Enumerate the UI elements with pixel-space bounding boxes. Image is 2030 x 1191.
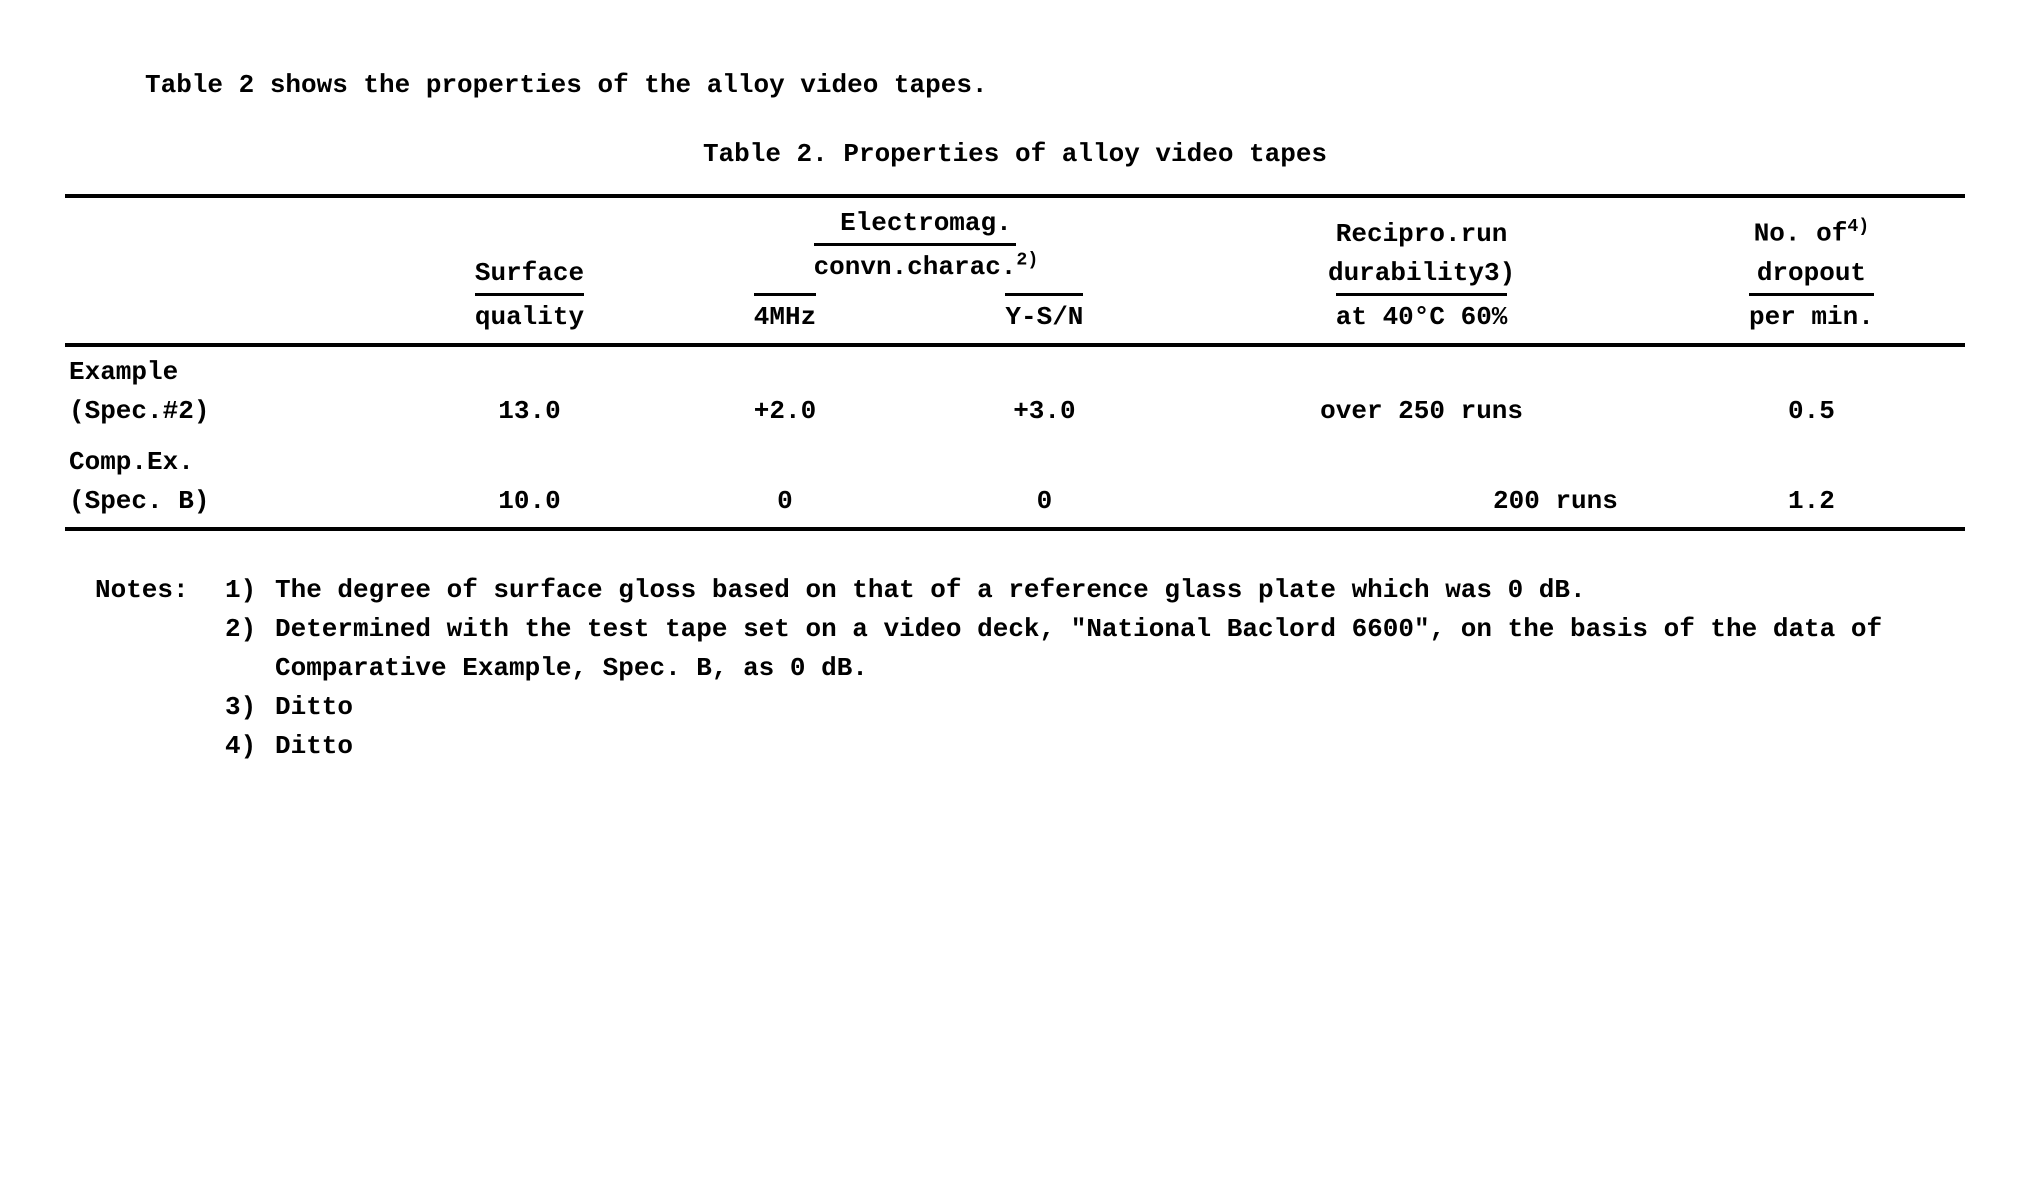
header-dropout-sup: 4) <box>1847 217 1869 237</box>
alloy-properties-table: Surface quality Electromag. convn.charac… <box>65 194 1965 531</box>
intro-text: Table 2 shows the properties of the allo… <box>65 66 1965 105</box>
table-title: Table 2. Properties of alloy video tapes <box>65 135 1965 174</box>
note-number: 1) <box>225 571 275 610</box>
note-item: 2) Determined with the test tape set on … <box>95 610 1965 688</box>
note-item: Notes: 1) The degree of surface gloss ba… <box>95 571 1965 610</box>
note-number: 2) <box>225 610 275 649</box>
cell-recipro: over 250 runs <box>1185 345 1658 437</box>
note-number: 3) <box>225 688 275 727</box>
header-electromag-top: Electromag. <box>840 208 1012 238</box>
header-dropout-l3: per min. <box>1749 293 1874 337</box>
cell-4mhz: +2.0 <box>666 345 903 437</box>
header-4mhz: 4MHz <box>666 293 903 345</box>
header-recipro-l3: at 40°C 60% <box>1336 293 1508 337</box>
header-electromag: Electromag. convn.charac. 2) <box>666 196 1185 293</box>
header-surface: Surface quality <box>392 196 666 345</box>
cell-recipro: 200 runs <box>1185 437 1658 529</box>
header-electromag-sup: 2) <box>1016 250 1038 270</box>
note-number: 4) <box>225 727 275 766</box>
note-text: The degree of surface gloss based on tha… <box>275 571 1965 610</box>
cell-surface: 13.0 <box>392 345 666 437</box>
header-recipro-l1: Recipro.run <box>1336 219 1508 249</box>
cell-ysn: +3.0 <box>903 345 1185 437</box>
note-item: 4) Ditto <box>95 727 1965 766</box>
header-dropout: No. of4) dropout per min. <box>1658 196 1965 345</box>
cell-dropout: 0.5 <box>1658 345 1965 437</box>
header-dropout-l2: dropout <box>1757 258 1866 288</box>
header-electromag-bottom: convn.charac. <box>814 252 1017 282</box>
header-surface-line1: Surface <box>475 258 584 288</box>
row-label: Comp.Ex. (Spec. B) <box>65 437 392 529</box>
note-text: Determined with the test tape set on a v… <box>275 610 1965 688</box>
header-recipro-l2: durability3) <box>1328 258 1515 288</box>
note-text: Ditto <box>275 727 1965 766</box>
header-blank <box>65 196 392 345</box>
header-surface-line2: quality <box>475 293 584 337</box>
cell-ysn: 0 <box>903 437 1185 529</box>
table-row: Comp.Ex. (Spec. B) 10.0 0 0 200 runs 1.2 <box>65 437 1965 529</box>
table-row: Example (Spec.#2) 13.0 +2.0 +3.0 over 25… <box>65 345 1965 437</box>
cell-4mhz: 0 <box>666 437 903 529</box>
row-label: Example (Spec.#2) <box>65 345 392 437</box>
header-ysn: Y-S/N <box>903 293 1185 345</box>
header-dropout-l1: No. of <box>1754 219 1848 249</box>
cell-dropout: 1.2 <box>1658 437 1965 529</box>
header-recipro: Recipro.run durability3) at 40°C 60% <box>1185 196 1658 345</box>
cell-surface: 10.0 <box>392 437 666 529</box>
note-item: 3) Ditto <box>95 688 1965 727</box>
note-text: Ditto <box>275 688 1965 727</box>
notes-label: Notes: <box>95 571 225 610</box>
notes-section: Notes: 1) The degree of surface gloss ba… <box>65 571 1965 766</box>
